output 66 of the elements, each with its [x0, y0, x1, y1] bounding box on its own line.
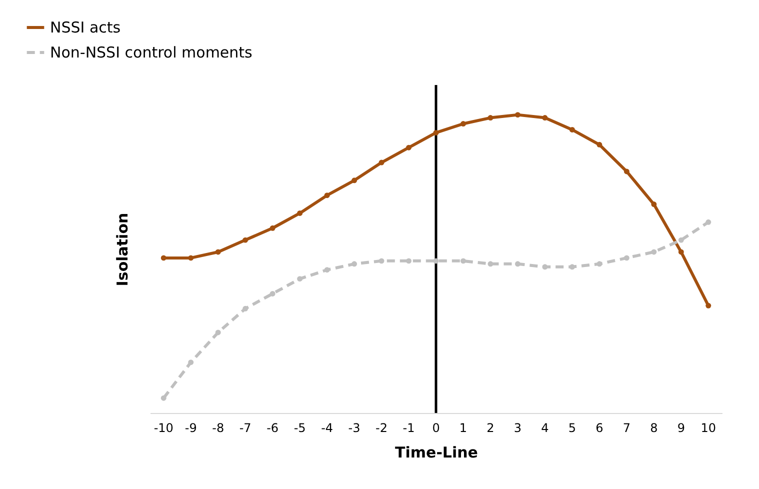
x-tick-label: 8	[650, 421, 658, 435]
point	[488, 115, 494, 121]
point	[542, 115, 548, 121]
y-axis-title: Isolation	[114, 212, 132, 286]
point	[352, 261, 358, 267]
point	[297, 210, 303, 216]
point	[678, 237, 684, 243]
point	[460, 258, 466, 264]
point	[433, 258, 439, 264]
x-axis-title: Time-Line	[395, 444, 478, 462]
point	[324, 267, 330, 273]
point	[188, 255, 194, 261]
point	[406, 144, 412, 150]
x-tick-label: -3	[348, 421, 360, 435]
point	[651, 249, 657, 255]
point	[488, 261, 494, 267]
x-tick-label: -2	[376, 421, 388, 435]
point	[651, 202, 657, 208]
point	[542, 264, 548, 270]
legend-label: NSSI acts	[50, 18, 121, 36]
x-tick-label: 3	[514, 421, 522, 435]
x-tick-label: -8	[212, 421, 224, 435]
point	[596, 261, 602, 267]
point	[378, 160, 384, 166]
x-tick-label: 5	[568, 421, 576, 435]
x-tick-label: 0	[432, 421, 440, 435]
point	[242, 306, 248, 312]
point	[215, 330, 221, 336]
x-tick-label: -7	[239, 421, 252, 435]
point	[270, 290, 276, 296]
x-tick-label: -10	[154, 421, 174, 435]
x-tick-label: 7	[622, 421, 630, 435]
point	[514, 261, 520, 267]
point	[624, 168, 630, 174]
point	[352, 178, 358, 184]
point	[270, 225, 276, 231]
point	[678, 249, 684, 255]
x-tick-label: 1	[459, 421, 468, 435]
point	[324, 192, 330, 198]
x-tick-label: -5	[294, 421, 306, 435]
x-tick-label: 10	[700, 421, 716, 435]
point	[624, 255, 630, 261]
point	[188, 360, 194, 366]
point	[215, 249, 221, 255]
point	[569, 126, 575, 132]
x-tick-label: -1	[402, 421, 415, 435]
x-tick-label: 6	[596, 421, 604, 435]
point	[706, 219, 712, 225]
x-tick-label: 4	[541, 421, 549, 435]
point	[242, 237, 248, 243]
point	[160, 395, 166, 401]
x-tick-label: -6	[266, 421, 279, 435]
point	[596, 142, 602, 148]
x-tick-label: -9	[184, 421, 197, 435]
point	[460, 121, 466, 126]
point	[378, 258, 384, 264]
point	[160, 255, 166, 261]
point	[706, 302, 712, 308]
x-tick-label: 9	[677, 421, 685, 435]
point	[297, 276, 303, 282]
point	[514, 112, 520, 118]
point	[406, 258, 412, 264]
point	[433, 130, 439, 136]
legend-label: Non-NSSI control moments	[50, 44, 253, 62]
x-tick-label: -4	[321, 421, 334, 435]
x-tick-label: 2	[486, 421, 494, 435]
